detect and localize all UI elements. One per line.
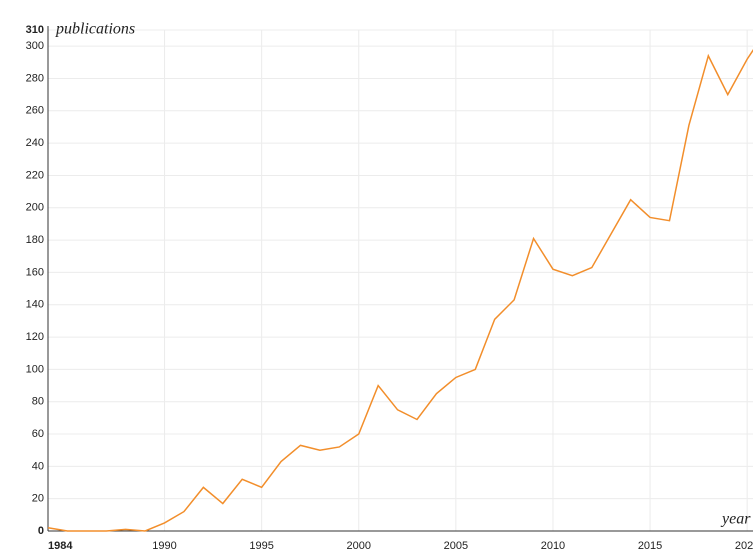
y-tick-label: 140: [26, 299, 44, 311]
x-tick-label: 1995: [249, 540, 273, 552]
x-tick-label: 2020: [735, 540, 753, 552]
x-tick-label: 1984: [48, 540, 73, 552]
x-axis-label: year: [720, 511, 751, 528]
x-tick-label: 2005: [444, 540, 468, 552]
y-tick-label: 160: [26, 266, 44, 278]
y-tick-label: 40: [32, 460, 44, 472]
x-tick-label: 1990: [152, 540, 176, 552]
x-tick-label: 2010: [541, 540, 565, 552]
y-tick-label: 220: [26, 169, 44, 181]
x-tick-label: 2015: [638, 540, 662, 552]
y-tick-label: 20: [32, 493, 44, 505]
y-tick-label: 100: [26, 363, 44, 375]
y-tick-label: 240: [26, 137, 44, 149]
y-tick-label: 200: [26, 202, 44, 214]
x-tick-label: 2000: [347, 540, 371, 552]
y-tick-label: 260: [26, 105, 44, 117]
y-tick-label: 180: [26, 234, 44, 246]
y-tick-label: 300: [26, 40, 44, 52]
y-axis-label: publications: [55, 21, 135, 38]
y-tick-label: 80: [32, 396, 44, 408]
y-tick-label: 310: [26, 24, 44, 36]
y-tick-label: 120: [26, 331, 44, 343]
data-line: [47, 49, 753, 532]
y-tick-label: 60: [32, 428, 44, 440]
y-tick-label: 280: [26, 72, 44, 84]
y-tick-label: 0: [38, 525, 44, 537]
